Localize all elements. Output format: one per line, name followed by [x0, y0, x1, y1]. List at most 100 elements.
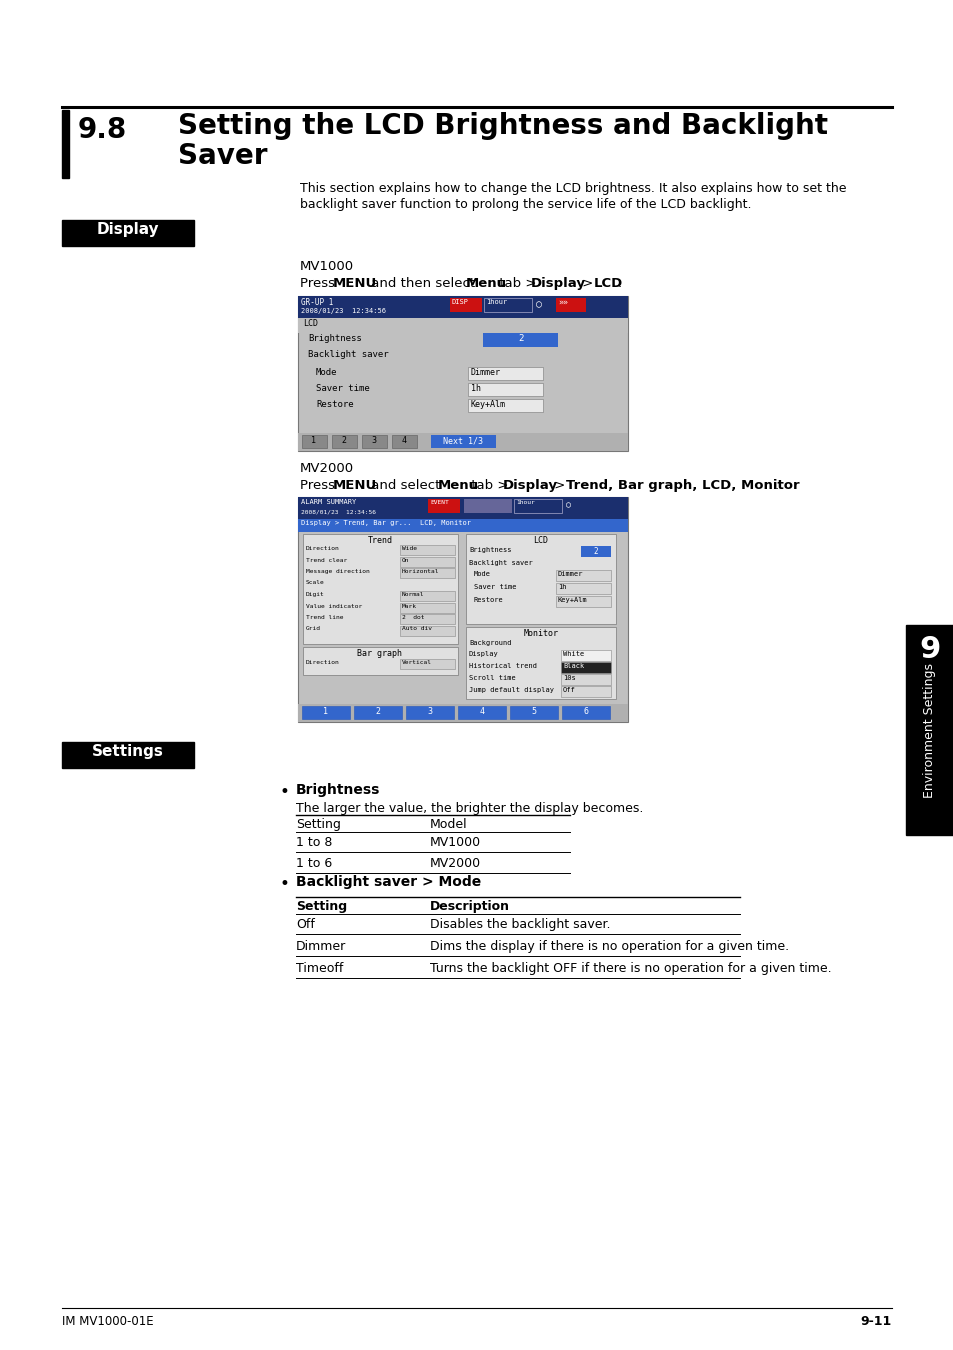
Text: and then select: and then select: [367, 277, 478, 290]
Text: 3: 3: [371, 436, 376, 446]
Text: MENU: MENU: [333, 277, 376, 290]
Text: Backlight saver: Backlight saver: [308, 350, 388, 359]
Text: .: .: [618, 277, 621, 290]
Text: 1hour: 1hour: [485, 298, 507, 305]
Text: 4: 4: [401, 436, 406, 446]
Text: Message direction: Message direction: [306, 568, 370, 574]
Text: tab >: tab >: [495, 277, 540, 290]
Bar: [561, 706, 609, 720]
Text: 1 to 8: 1 to 8: [295, 836, 332, 849]
Text: tab >: tab >: [467, 479, 512, 491]
Text: Dimmer: Dimmer: [295, 940, 346, 953]
Bar: [297, 703, 627, 722]
Text: 2008/01/23  12:34:56: 2008/01/23 12:34:56: [301, 509, 375, 514]
Text: Brightness: Brightness: [295, 783, 380, 796]
Text: Auto div: Auto div: [401, 626, 432, 632]
Bar: [297, 296, 627, 319]
Text: Mark: Mark: [401, 603, 416, 609]
Text: Brightness: Brightness: [469, 547, 511, 553]
Bar: [297, 433, 627, 451]
Text: Dimmer: Dimmer: [558, 571, 583, 576]
Bar: [399, 568, 455, 578]
Text: Setting: Setting: [295, 818, 340, 832]
Bar: [585, 500, 607, 513]
Text: The larger the value, the brighter the display becomes.: The larger the value, the brighter the d…: [295, 802, 642, 815]
Text: backlight saver function to prolong the service life of the LCD backlight.: backlight saver function to prolong the …: [299, 198, 751, 211]
Bar: [463, 500, 512, 513]
Bar: [556, 595, 610, 608]
Text: Model: Model: [430, 818, 467, 832]
Text: Display: Display: [469, 651, 498, 657]
Text: •: •: [280, 875, 290, 892]
Bar: [514, 500, 561, 513]
Text: Jump default display: Jump default display: [469, 687, 554, 693]
Text: 2: 2: [517, 333, 523, 343]
Text: Settings: Settings: [92, 744, 164, 759]
Bar: [297, 497, 627, 722]
Bar: [332, 435, 356, 448]
Text: Trend, Bar graph, LCD, Monitor: Trend, Bar graph, LCD, Monitor: [565, 479, 799, 491]
Bar: [406, 706, 454, 720]
Bar: [399, 591, 455, 601]
Text: Display: Display: [502, 479, 558, 491]
Text: Backlight saver: Backlight saver: [469, 560, 532, 566]
Bar: [556, 583, 610, 594]
Text: >: >: [550, 479, 569, 491]
Bar: [303, 647, 457, 675]
Text: ○: ○: [536, 298, 541, 309]
Text: Wide: Wide: [401, 545, 416, 551]
Bar: [563, 500, 583, 513]
Text: Historical trend: Historical trend: [469, 663, 537, 670]
Bar: [483, 298, 532, 312]
Text: 1hour: 1hour: [516, 500, 535, 505]
Text: •: •: [280, 783, 290, 801]
Text: Timeoff: Timeoff: [295, 963, 343, 975]
Bar: [399, 545, 455, 555]
Text: This section explains how to change the LCD brightness. It also explains how to : This section explains how to change the …: [299, 182, 845, 194]
Text: 9: 9: [919, 634, 940, 664]
Text: Dims the display if there is no operation for a given time.: Dims the display if there is no operatio…: [430, 940, 788, 953]
Bar: [62, 109, 69, 178]
Bar: [392, 435, 416, 448]
Text: GR-UP 1: GR-UP 1: [301, 298, 333, 306]
Text: Turns the backlight OFF if there is no operation for a given time.: Turns the backlight OFF if there is no o…: [430, 963, 831, 975]
Text: Restore: Restore: [474, 597, 503, 603]
Text: Press: Press: [299, 277, 339, 290]
Text: Setting the LCD Brightness and Backlight: Setting the LCD Brightness and Backlight: [178, 112, 827, 140]
Bar: [580, 545, 610, 558]
Bar: [62, 743, 193, 768]
Text: Scroll time: Scroll time: [469, 675, 516, 680]
Text: LCD: LCD: [303, 319, 317, 328]
Text: 2: 2: [593, 547, 598, 556]
Text: Saver time: Saver time: [474, 585, 516, 590]
Bar: [465, 626, 616, 699]
Text: Trend: Trend: [367, 536, 392, 545]
Bar: [297, 518, 627, 532]
Text: Restore: Restore: [315, 400, 354, 409]
Text: Saver time: Saver time: [315, 383, 370, 393]
Bar: [399, 602, 455, 613]
Text: »»: »»: [558, 298, 567, 308]
Text: 1h: 1h: [558, 585, 566, 590]
Text: Vertical: Vertical: [401, 660, 432, 666]
Text: Description: Description: [430, 900, 510, 913]
Bar: [361, 435, 387, 448]
Text: ○: ○: [565, 500, 571, 509]
Bar: [303, 535, 457, 644]
Text: LCD: LCD: [533, 536, 548, 545]
Bar: [302, 435, 327, 448]
Text: Brightness: Brightness: [308, 333, 361, 343]
Text: Off: Off: [295, 918, 314, 932]
Bar: [556, 570, 610, 580]
Text: Background: Background: [469, 640, 511, 647]
Text: 6: 6: [583, 707, 588, 716]
Text: Trend line: Trend line: [306, 616, 343, 620]
Text: MV2000: MV2000: [299, 462, 354, 475]
Text: Next 1/3: Next 1/3: [442, 436, 482, 446]
Text: Mode: Mode: [315, 369, 337, 377]
Bar: [560, 662, 610, 674]
Bar: [560, 674, 610, 684]
Text: Saver: Saver: [178, 142, 267, 170]
Text: Horizontal: Horizontal: [401, 568, 439, 574]
Text: Disables the backlight saver.: Disables the backlight saver.: [430, 918, 610, 932]
